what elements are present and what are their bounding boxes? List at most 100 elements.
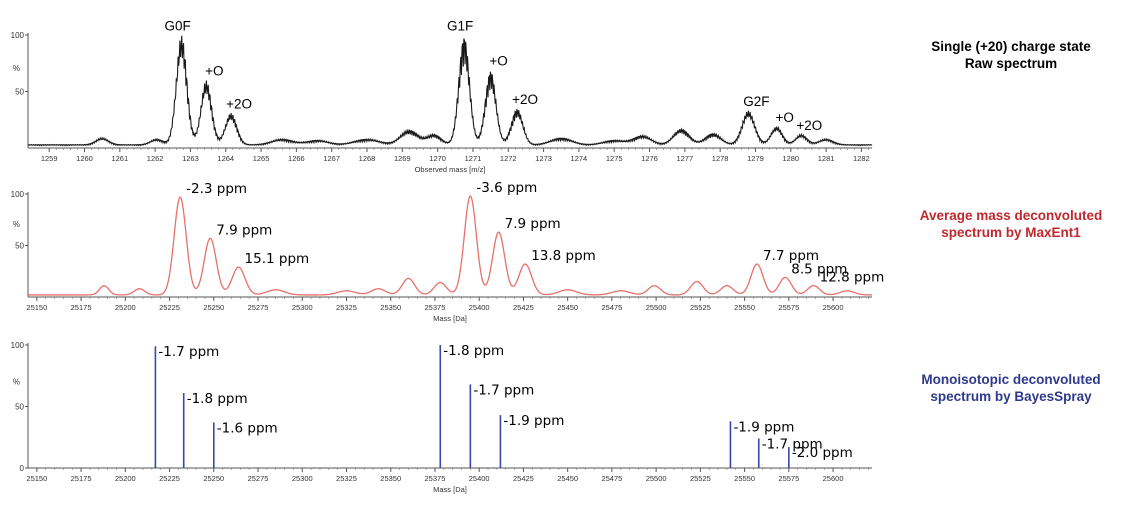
x-tick-label: 25550 [734, 303, 755, 312]
x-tick-label: 1268 [359, 154, 376, 163]
peak-label: G1F [447, 18, 473, 33]
x-tick-label: 1267 [323, 154, 340, 163]
ppm-label: -3.6 ppm [476, 180, 537, 196]
x-tick-label: 1277 [676, 154, 693, 163]
x-tick-label: 25175 [71, 303, 92, 312]
ppm-label: -1.9 ppm [503, 413, 564, 429]
ppm-label: 8.5 ppm [791, 261, 847, 277]
x-tick-label: 1273 [535, 154, 552, 163]
x-tick-label: 25450 [557, 303, 578, 312]
spectrum-trace [28, 195, 872, 296]
x-tick-label: 1263 [182, 154, 199, 163]
y-axis-label: % [13, 220, 20, 229]
x-tick-label: 1270 [429, 154, 446, 163]
x-tick-label: 1261 [111, 154, 128, 163]
x-tick-label: 25575 [778, 474, 799, 483]
x-axis-label: Mass [Da] [433, 314, 467, 323]
y-axis-label: % [13, 64, 20, 73]
x-axis-label: Observed mass [m/z] [415, 165, 486, 174]
x-tick-label: 25500 [646, 303, 667, 312]
ppm-label: -1.6 ppm [217, 420, 278, 436]
ppm-label: -1.7 ppm [762, 436, 823, 452]
x-tick-label: 25275 [248, 303, 269, 312]
x-tick-label: 25150 [26, 474, 47, 483]
ppm-label: 15.1 ppm [245, 251, 310, 267]
x-tick-label: 25225 [159, 303, 180, 312]
x-tick-label: 1265 [253, 154, 270, 163]
x-tick-label: 1259 [41, 154, 58, 163]
bayes-caption-line-2: spectrum by BayesSpray [930, 389, 1092, 404]
y-tick-label: 100 [11, 190, 25, 199]
x-axis-label: Mass [Da] [433, 485, 467, 494]
peak-label: G2F [743, 94, 769, 109]
ppm-label: -1.8 ppm [443, 343, 504, 359]
panel-2: 50 100% 25150 25175 25200 25225 25250 25275 2530… [11, 180, 885, 323]
x-tick-label: 25375 [425, 474, 446, 483]
x-tick-label: 25200 [115, 474, 136, 483]
ppm-label: -1.9 ppm [733, 419, 794, 435]
x-tick-label: 25250 [203, 303, 224, 312]
ppm-label: -2.3 ppm [186, 181, 247, 197]
x-tick-label: 1260 [76, 154, 93, 163]
x-tick-label: 25600 [823, 303, 844, 312]
y-axis-label: % [13, 377, 20, 386]
x-tick-label: 25150 [26, 303, 47, 312]
x-tick-label: 25575 [778, 303, 799, 312]
x-tick-label: 25250 [203, 474, 224, 483]
x-tick-label: 25275 [248, 474, 269, 483]
x-tick-label: 1282 [853, 154, 870, 163]
x-tick-label: 25325 [336, 474, 357, 483]
maxent-caption: Average mass deconvoluted spectrum by Ma… [880, 207, 1142, 241]
ppm-label: 12.8 ppm [820, 270, 885, 286]
x-tick-label: 1272 [500, 154, 517, 163]
x-tick-label: 1279 [747, 154, 764, 163]
y-tick-label: 100 [11, 31, 25, 40]
bayes-caption-line-1: Monoisotopic deconvoluted [921, 372, 1101, 387]
x-tick-label: 1278 [712, 154, 729, 163]
x-tick-label: 25525 [690, 474, 711, 483]
x-tick-label: 25500 [646, 474, 667, 483]
x-tick-label: 25425 [513, 474, 534, 483]
x-tick-label: 1280 [782, 154, 799, 163]
x-tick-label: 1281 [818, 154, 835, 163]
bayesspray-caption: Monoisotopic deconvoluted spectrum by Ba… [880, 371, 1142, 405]
maxent-caption-line-1: Average mass deconvoluted [919, 208, 1103, 223]
raw-caption-line-2: Raw spectrum [964, 56, 1058, 71]
y-tick-label: 100 [11, 341, 25, 350]
raw-caption-line-1: Single (+20) charge state [931, 39, 1091, 54]
x-tick-label: 25300 [292, 303, 313, 312]
peak-label: +2O [512, 92, 538, 107]
peak-label: +O [205, 64, 223, 79]
x-tick-label: 25200 [115, 303, 136, 312]
ppm-label: 7.9 ppm [505, 216, 561, 232]
x-tick-label: 25600 [823, 474, 844, 483]
x-tick-label: 1266 [288, 154, 305, 163]
peak-label: +O [775, 110, 793, 125]
x-tick-label: 25375 [425, 303, 446, 312]
x-tick-label: 25550 [734, 474, 755, 483]
y-tick-label: 50 [15, 403, 24, 412]
maxent-caption-line-2: spectrum by MaxEnt1 [941, 225, 1081, 240]
x-tick-label: 1276 [641, 154, 658, 163]
y-tick-label: 50 [15, 88, 24, 97]
x-tick-label: 25425 [513, 303, 534, 312]
spectrum-trace [27, 35, 873, 147]
ppm-label: 13.8 ppm [531, 248, 596, 264]
ppm-label: -1.7 ppm [473, 382, 534, 398]
x-tick-label: 25350 [380, 303, 401, 312]
x-tick-label: 25475 [601, 474, 622, 483]
panel-3: 0 50 100% 25150 25175 25200 25225 25250 25275 253… [11, 341, 872, 494]
y-tick-label: 50 [15, 242, 24, 251]
ppm-label: -1.8 ppm [187, 391, 248, 407]
x-tick-label: 25475 [601, 303, 622, 312]
x-tick-label: 1275 [606, 154, 623, 163]
x-tick-label: 1269 [394, 154, 411, 163]
x-tick-label: 1262 [147, 154, 164, 163]
x-tick-label: 25325 [336, 303, 357, 312]
panel-1: 50 100% 1259 1260 1261 1262 1263 1264 1265 1266 12… [11, 18, 873, 174]
ppm-label: 7.9 ppm [216, 222, 272, 238]
x-tick-label: 25225 [159, 474, 180, 483]
ppm-label: -2.0 ppm [792, 445, 853, 461]
x-tick-label: 1264 [217, 154, 234, 163]
